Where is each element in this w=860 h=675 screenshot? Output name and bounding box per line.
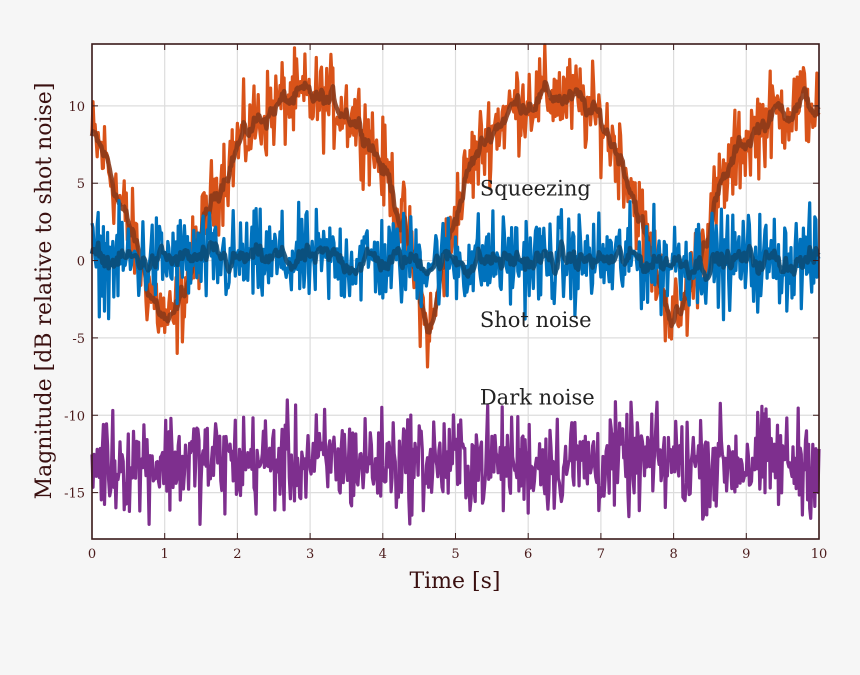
annotations: Squeezing Shot noise Dark noise — [480, 177, 595, 410]
series-layer — [89, 43, 821, 526]
annotation-label: Shot noise — [480, 308, 592, 332]
x-tick-label: 7 — [597, 547, 605, 562]
x-tick-label: 2 — [233, 547, 241, 562]
annotation-label: Squeezing — [480, 177, 591, 201]
x-tick-label: 10 — [811, 547, 828, 562]
x-tick-label: 6 — [524, 547, 532, 562]
y-tick-label: 5 — [77, 177, 85, 192]
x-tick-label: 5 — [451, 547, 459, 562]
x-tick-label: 4 — [379, 547, 387, 562]
x-tick-label: 3 — [306, 547, 314, 562]
y-axis-title: Magnitude [dB relative to shot noise] — [32, 83, 57, 500]
shot-noise-raw-line — [90, 199, 821, 322]
dark-noise-raw-line — [90, 398, 821, 526]
y-tick-label: -10 — [64, 409, 85, 424]
y-tick-label: 0 — [77, 255, 85, 270]
y-tick-label: 10 — [68, 100, 85, 115]
x-tick-label: 1 — [161, 547, 169, 562]
shot-noise-average-line — [89, 239, 821, 282]
x-tick-label: 9 — [742, 547, 750, 562]
x-tick-label: 8 — [669, 547, 677, 562]
x-tick-label: 0 — [88, 547, 96, 562]
y-tick-label: -5 — [72, 332, 85, 347]
ticks: 0 1 2 3 4 5 6 7 8 9 10 10 5 0 -5 -10 -15 — [64, 44, 827, 562]
x-axis-title: Time [s] — [409, 569, 500, 594]
annotation-label: Dark noise — [480, 385, 595, 409]
y-tick-label: -15 — [64, 487, 85, 502]
